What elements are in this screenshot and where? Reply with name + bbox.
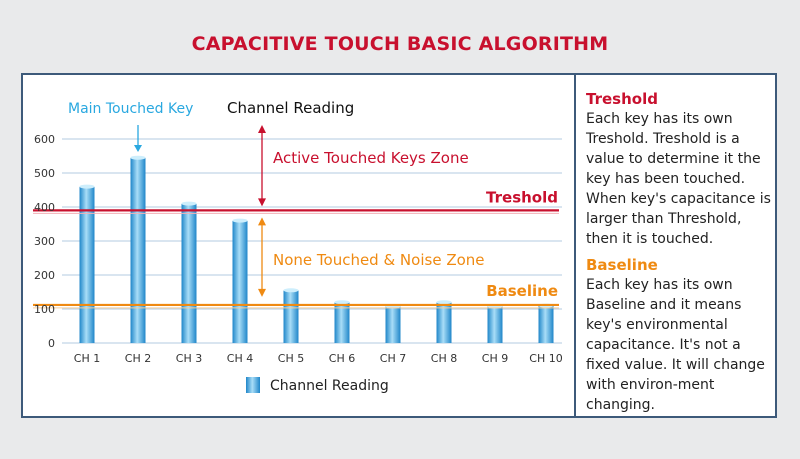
y-tick-label: 500 [34, 167, 55, 180]
legend-label: Channel Reading [270, 378, 389, 394]
active-zone-arrowhead-down [258, 198, 266, 207]
bar [232, 220, 248, 343]
y-tick-label: 100 [34, 303, 55, 316]
channel-reading-annotation: Channel Reading [227, 99, 354, 117]
baseline-description: Each key has its own Baseline and it mea… [586, 277, 765, 413]
explanation-sidebar: Treshold Each key has its own Treshold. … [586, 89, 776, 415]
bar-cap [79, 184, 95, 189]
baseline-label: Baseline [486, 282, 558, 300]
main-key-annotation: Main Touched Key [68, 101, 193, 117]
active-zone-label: Active Touched Keys Zone [273, 149, 469, 167]
y-tick-label: 300 [34, 235, 55, 248]
treshold-description: Each key has its own Treshold. Treshold … [586, 111, 771, 247]
y-tick-label: 600 [34, 133, 55, 146]
x-tick-label: CH 10 [529, 352, 562, 365]
treshold-heading: Treshold [586, 90, 658, 108]
x-tick-label: CH 8 [431, 352, 457, 365]
x-tick-label: CH 2 [125, 352, 151, 365]
y-tick-label: 200 [34, 269, 55, 282]
bar [538, 305, 554, 343]
x-tick-label: CH 7 [380, 352, 406, 365]
bar-cap [283, 288, 299, 293]
bar-cap [181, 201, 197, 206]
x-tick-label: CH 9 [482, 352, 508, 365]
bar [181, 203, 197, 343]
bar [436, 302, 452, 343]
x-tick-label: CH 4 [227, 352, 253, 365]
x-tick-label: CH 5 [278, 352, 304, 365]
bar-cap [232, 218, 248, 223]
noise-zone-arrowhead-up [258, 217, 266, 226]
bar [385, 306, 401, 343]
y-tick-label: 0 [48, 337, 55, 350]
bar [487, 306, 503, 343]
bar-cap [334, 300, 350, 305]
page-title: CAPACITIVE TOUCH BASIC ALGORITHM [191, 33, 609, 55]
bar [283, 290, 299, 343]
panel-divider [574, 73, 576, 418]
threshold-label: Treshold [486, 188, 558, 206]
noise-zone-arrowhead-down [258, 288, 266, 297]
bar-cap [436, 300, 452, 305]
x-tick-label: CH 3 [176, 352, 202, 365]
bar-cap [130, 155, 146, 160]
x-tick-label: CH 1 [74, 352, 100, 365]
x-tick-label: CH 6 [329, 352, 355, 365]
legend-swatch [246, 377, 260, 393]
figure-panel [21, 73, 777, 418]
bar [130, 157, 146, 343]
active-zone-arrowhead-up [258, 125, 266, 133]
main-key-arrowhead [134, 145, 142, 152]
noise-zone-label: None Touched & Noise Zone [273, 251, 485, 269]
baseline-heading: Baseline [586, 256, 658, 274]
bar [334, 302, 350, 343]
y-tick-label: 400 [34, 201, 55, 214]
